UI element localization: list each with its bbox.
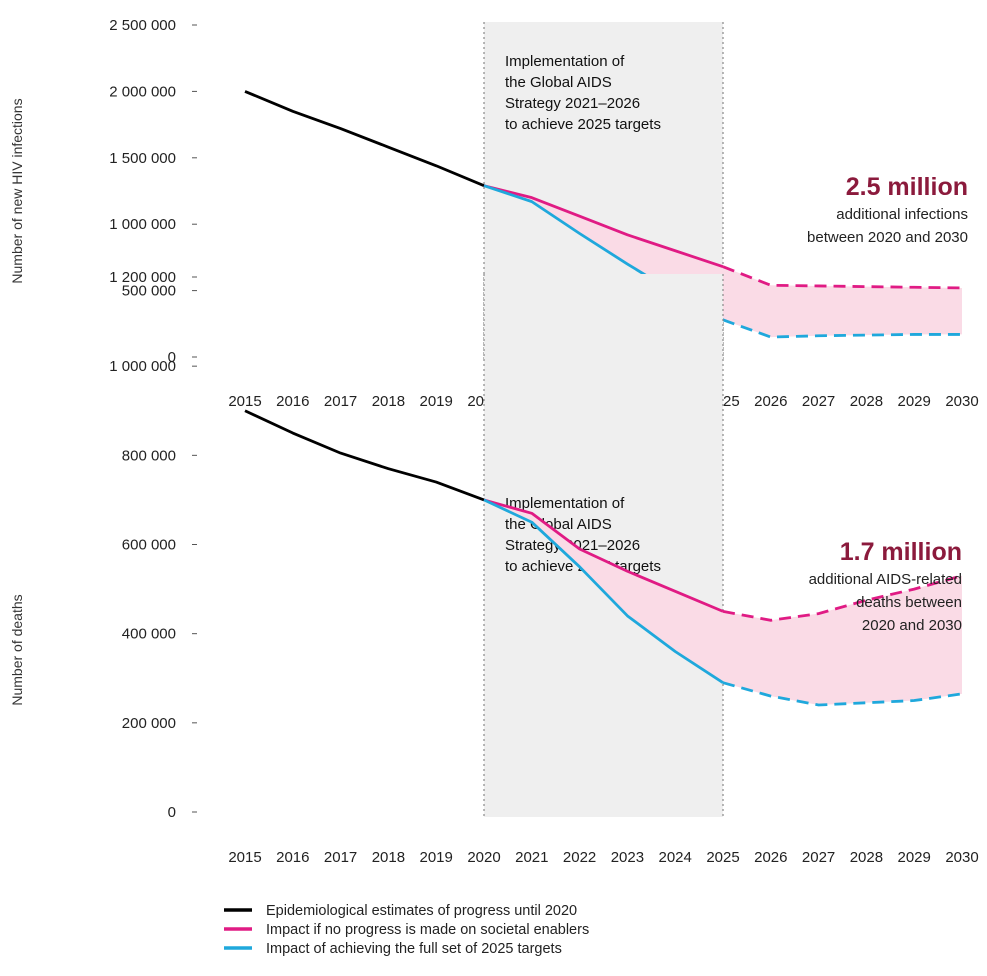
series-line-estimate: [244, 409, 485, 502]
annotation-text-line: additional AIDS-related: [809, 571, 962, 588]
series-line-targets-projected: [722, 318, 962, 339]
y-axis-label: Number of deaths: [9, 594, 25, 705]
gap-band: [484, 499, 962, 705]
y-tick-label: 1 000 000: [109, 216, 176, 233]
y-axis-label: Number of new HIV infections: [9, 98, 25, 283]
x-tick-label: 2016: [276, 849, 309, 866]
annotation-value: 1.7 million: [840, 538, 962, 566]
implementation-label-line: Implementation of: [505, 495, 625, 512]
y-tick-label: 1 000 000: [109, 358, 176, 375]
y-tick-label: 0: [168, 804, 176, 821]
implementation-label-line: to achieve 2025 targets: [505, 116, 661, 133]
x-tick-label: 2028: [850, 393, 883, 410]
annotation-value: 2.5 million: [846, 173, 968, 201]
x-tick-label: 2021: [515, 849, 548, 866]
x-tick-label: 2018: [372, 393, 405, 410]
x-tick-label: 2017: [324, 849, 357, 866]
y-tick-label: 800 000: [122, 447, 176, 464]
x-tick-label: 2027: [802, 849, 835, 866]
x-tick-label: 2020: [467, 849, 500, 866]
x-tick-label: 2016: [276, 393, 309, 410]
x-tick-label: 2019: [420, 849, 453, 866]
annotation-text-line: between 2020 and 2030: [807, 229, 968, 246]
x-tick-label: 2027: [802, 393, 835, 410]
annotation-text-line: additional infections: [836, 206, 968, 223]
annotation-text-line: 2020 and 2030: [862, 617, 962, 634]
series-line-no_progress: [483, 498, 724, 613]
series-line-no_progress-projected: [722, 265, 963, 290]
x-tick-label: 2030: [945, 393, 978, 410]
x-tick-label: 2028: [850, 849, 883, 866]
x-tick-label: 2024: [659, 849, 692, 866]
x-tick-label: 2017: [324, 393, 357, 410]
y-tick-label: 500 000: [122, 283, 176, 300]
legend: Epidemiological estimates of progress un…: [224, 903, 589, 957]
x-tick-label: 2029: [898, 393, 931, 410]
y-tick-label: 2 000 000: [109, 83, 176, 100]
x-tick-label: 2025: [706, 849, 739, 866]
x-tick-label: 2022: [563, 849, 596, 866]
series-line-targets-projected: [722, 681, 963, 707]
gap-band: [484, 185, 962, 338]
legend-label-estimate: Epidemiological estimates of progress un…: [266, 903, 577, 919]
y-tick-label: 200 000: [122, 715, 176, 732]
series-line-no_progress: [483, 184, 724, 269]
series-line-targets: [483, 498, 724, 684]
y-tick-label: 1 500 000: [109, 150, 176, 167]
y-tick-label: 0: [168, 349, 176, 366]
x-tick-label: 2026: [754, 849, 787, 866]
x-tick-label: 2029: [898, 849, 931, 866]
y-tick-label: 400 000: [122, 626, 176, 643]
x-tick-label: 2030: [945, 849, 978, 866]
series-line-estimate: [244, 90, 485, 187]
implementation-period-shade: [484, 274, 723, 817]
series-line-no_progress-projected: [722, 574, 963, 622]
legend-label-no_progress: Impact if no progress is made on societa…: [266, 922, 589, 938]
implementation-label-line: Strategy 2021–2026: [505, 95, 640, 112]
x-tick-label: 2018: [372, 849, 405, 866]
implementation-label-line: Implementation of: [505, 53, 625, 70]
legend-label-targets: Impact of achieving the full set of 2025…: [266, 941, 562, 957]
x-tick-label: 2015: [228, 393, 261, 410]
y-tick-label: 1 200 000: [109, 269, 176, 286]
x-tick-label: 2015: [228, 849, 261, 866]
x-tick-label: 2026: [754, 393, 787, 410]
y-tick-label: 2 500 000: [109, 17, 176, 34]
y-tick-label: 600 000: [122, 537, 176, 554]
x-tick-label: 2019: [420, 393, 453, 410]
implementation-label-line: the Global AIDS: [505, 74, 612, 91]
annotation-text-line: deaths between: [856, 594, 962, 611]
x-tick-label: 2023: [611, 849, 644, 866]
